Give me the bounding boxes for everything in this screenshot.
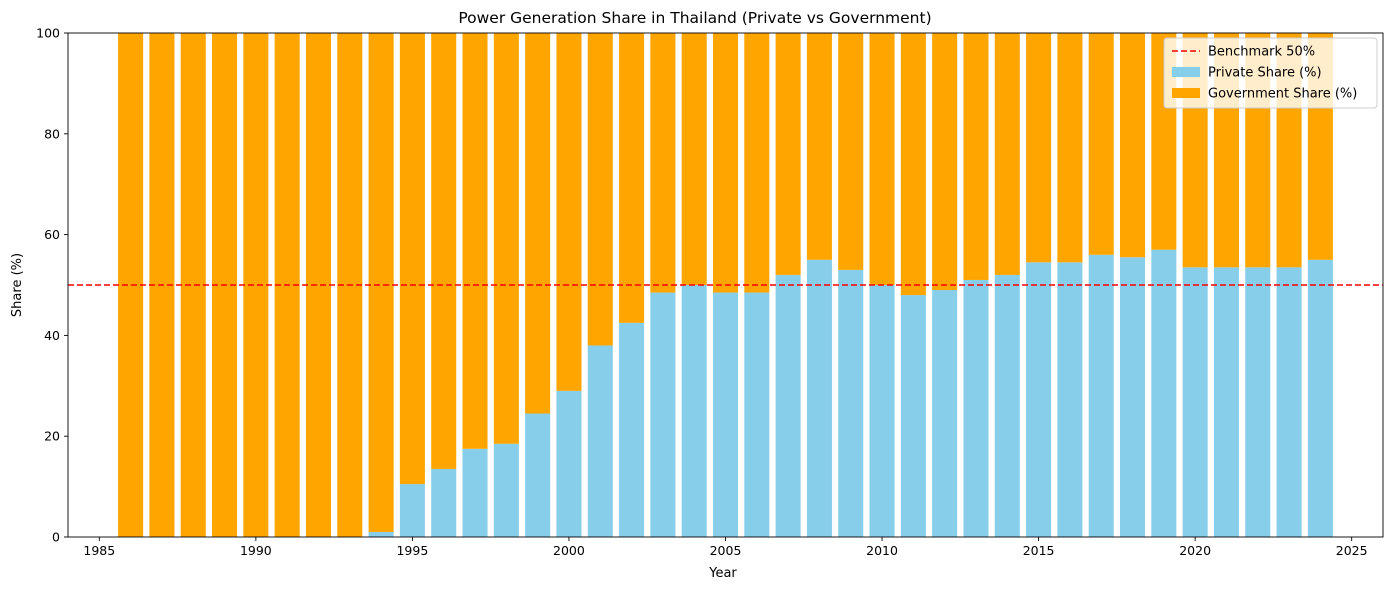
bar-private-2017	[1088, 254, 1114, 537]
x-tick-label: 1985	[83, 543, 115, 558]
x-tick-label: 2005	[710, 543, 742, 558]
x-axis-ticks: 1985 1990 1995 2000 2005 2010 2015 2020 2025	[83, 537, 1368, 558]
x-tick-label: 1995	[396, 543, 428, 558]
y-tick-label: 40	[44, 328, 60, 343]
bar-private-2001	[587, 345, 613, 537]
bar-private-2004	[681, 285, 707, 537]
bar-private-2015	[1026, 262, 1052, 537]
bar-government-2001	[587, 33, 613, 346]
bar-private-2006	[744, 292, 770, 537]
y-axis-label: Share (%)	[10, 253, 25, 317]
bar-government-2004	[681, 33, 707, 285]
bar-government-2018	[1120, 33, 1146, 258]
bar-private-1995	[399, 484, 425, 537]
bar-private-2013	[963, 279, 989, 537]
x-tick-label: 2020	[1179, 543, 1211, 558]
bar-government-2008	[806, 33, 832, 260]
bar-government-1994	[368, 33, 394, 532]
x-tick-label: 2000	[553, 543, 585, 558]
legend-government-swatch	[1172, 88, 1200, 98]
bar-private-1996	[431, 468, 457, 537]
legend: Benchmark 50% Private Share (%) Government…	[1163, 37, 1378, 109]
bar-private-2014	[994, 274, 1020, 537]
bar-private-2003	[650, 292, 676, 537]
bar-private-1999	[525, 413, 551, 537]
bar-private-2009	[838, 269, 864, 537]
bar-private-2020	[1182, 267, 1208, 537]
y-tick-label: 80	[44, 126, 60, 141]
bar-government-1990	[243, 33, 269, 537]
bar-private-2023	[1276, 267, 1302, 537]
bar-government-1997	[462, 33, 488, 449]
bar-government-2009	[838, 33, 864, 270]
bar-government-1986	[118, 33, 144, 537]
bar-government-2000	[556, 33, 582, 391]
bar-private-2018	[1120, 257, 1146, 537]
bar-private-1994	[368, 531, 394, 537]
bar-government-2016	[1057, 33, 1083, 263]
bar-government-1998	[493, 33, 519, 444]
bar-government-2006	[744, 33, 770, 293]
bar-government-2011	[900, 33, 926, 296]
bar-private-2008	[806, 259, 832, 537]
bar-government-1999	[525, 33, 551, 414]
bar-private-2000	[556, 390, 582, 537]
legend-box	[1163, 37, 1378, 109]
legend-government-label: Government Share (%)	[1208, 87, 1357, 102]
bar-private-2016	[1057, 262, 1083, 537]
bar-government-2002	[619, 33, 645, 323]
x-tick-label: 1990	[240, 543, 272, 558]
bar-government-2015	[1026, 33, 1052, 263]
y-tick-label: 20	[44, 429, 60, 444]
bar-government-1995	[399, 33, 425, 485]
bar-government-2013	[963, 33, 989, 280]
bar-government-2003	[650, 33, 676, 293]
y-tick-label: 60	[44, 227, 60, 242]
y-tick-label: 100	[36, 26, 60, 41]
x-tick-label: 2015	[1023, 543, 1055, 558]
bar-private-2019	[1151, 249, 1177, 537]
bar-private-2011	[900, 295, 926, 537]
x-axis-label: Year	[708, 566, 737, 581]
bar-government-2014	[994, 33, 1020, 275]
bar-government-2012	[932, 33, 958, 291]
x-tick-label: 2010	[866, 543, 898, 558]
bar-government-2010	[869, 33, 895, 285]
legend-benchmark-label: Benchmark 50%	[1208, 45, 1315, 60]
bar-private-2012	[932, 290, 958, 537]
bar-government-1992	[305, 33, 331, 537]
bar-private-2022	[1245, 267, 1271, 537]
bars-layer	[118, 33, 1333, 537]
bar-government-2017	[1088, 33, 1114, 255]
bar-private-2002	[619, 322, 645, 537]
bar-private-1997	[462, 448, 488, 537]
bar-private-2024	[1307, 259, 1333, 537]
bar-government-1988	[180, 33, 206, 537]
bar-private-1998	[493, 443, 519, 537]
bar-government-2005	[712, 33, 739, 293]
y-tick-label: 0	[52, 530, 60, 545]
x-tick-label: 2025	[1336, 543, 1368, 558]
bar-government-2007	[775, 33, 801, 275]
bar-private-2010	[869, 285, 895, 537]
bar-private-2007	[775, 274, 801, 537]
bar-private-2021	[1213, 267, 1239, 537]
y-axis-ticks: 0 20 40 60 80 100	[36, 26, 68, 545]
bar-private-2005	[712, 292, 739, 537]
legend-private-label: Private Share (%)	[1208, 66, 1322, 81]
chart-title: Power Generation Share in Thailand (Priv…	[458, 9, 931, 27]
bar-government-1996	[431, 33, 457, 469]
legend-private-swatch	[1172, 67, 1200, 77]
